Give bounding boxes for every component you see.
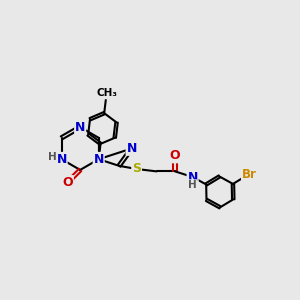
- Text: H: H: [188, 180, 197, 190]
- Text: N: N: [94, 153, 104, 166]
- Text: N: N: [56, 153, 67, 166]
- Text: CH₃: CH₃: [96, 88, 117, 98]
- Text: S: S: [132, 163, 141, 176]
- Text: H: H: [48, 152, 57, 162]
- Text: N: N: [75, 121, 85, 134]
- Text: O: O: [62, 176, 73, 189]
- Text: N: N: [126, 142, 137, 155]
- Text: Br: Br: [242, 168, 257, 181]
- Text: O: O: [170, 149, 180, 162]
- Text: N: N: [188, 170, 198, 184]
